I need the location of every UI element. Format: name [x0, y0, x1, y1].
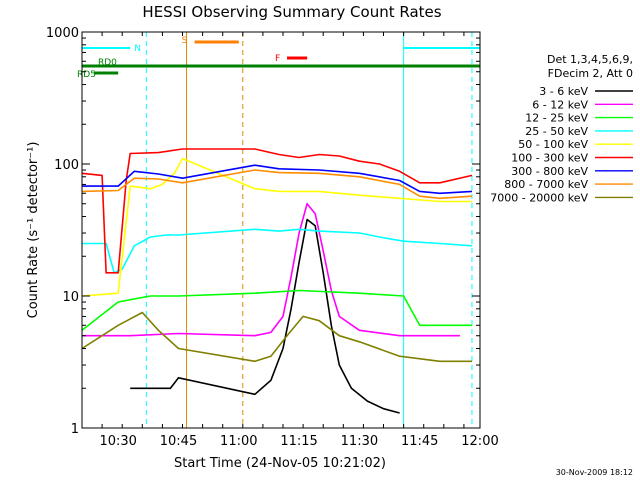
series-line-4: [81, 157, 472, 297]
legend-label-7: 800 - 7000 keV: [504, 178, 588, 191]
legend-label-2: 12 - 25 keV: [525, 112, 588, 125]
x-tick-label-4: 11:30: [341, 434, 378, 449]
flag-rd5-label: RD5: [77, 70, 96, 80]
chart-title: HESSI Observing Summary Count Rates: [142, 3, 441, 21]
x-tick-label-5: 11:45: [401, 434, 438, 449]
legend-label-3: 25 - 50 keV: [525, 125, 588, 138]
series-line-3: [82, 228, 473, 274]
legend-header-0: Det 1,3,4,5,6,9,: [547, 53, 633, 66]
series-line-8: [81, 311, 472, 363]
y-tick-label-1: 10: [62, 290, 79, 305]
plot-frame: [81, 31, 481, 429]
series-line-0: [130, 218, 400, 414]
x-tick-label-6: 12:00: [461, 434, 498, 449]
series-line-2: [81, 289, 472, 331]
flag-rd0-label: RD0: [98, 58, 117, 68]
series-line-6: [82, 164, 473, 195]
legend-label-0: 3 - 6 keV: [539, 85, 588, 98]
footer-date: 30-Nov-2009 18:12: [556, 468, 633, 477]
x-axis-label: Start Time (24-Nov-05 10:21:02): [174, 456, 386, 471]
axes: 1 10 100 1000 10:30 10:45 11:00 11:15 11:30 11:45…: [46, 26, 499, 449]
legend-label-5: 100 - 300 keV: [511, 152, 588, 165]
flag-n-label: N: [134, 44, 141, 54]
legend-header-1: FDecim 2, Att 0: [548, 67, 633, 80]
legend-label-4: 50 - 100 keV: [518, 138, 588, 151]
legend-label-1: 6 - 12 keV: [532, 98, 588, 111]
flag-f-label: F: [275, 54, 280, 64]
x-tick-label-1: 10:45: [160, 434, 197, 449]
y-axis-label: Count Rate (s⁻¹ detector⁻¹): [26, 142, 41, 319]
y-tick-label-2: 100: [54, 158, 79, 173]
legend-label-6: 300 - 800 keV: [511, 165, 588, 178]
y-tick-label-0: 1: [71, 422, 79, 437]
legend-label-8: 7000 - 20000 keV: [490, 191, 588, 204]
legend: Det 1,3,4,5,6,9,FDecim 2, Att 0 3 - 6 keV…: [490, 53, 633, 204]
x-tick-label-3: 11:15: [280, 434, 317, 449]
flag-s-label: S: [182, 36, 188, 46]
y-tick-label-3: 1000: [46, 26, 79, 41]
x-tick-label-0: 10:30: [99, 434, 136, 449]
series-line-5: [81, 148, 473, 274]
x-tick-label-2: 11:00: [220, 434, 257, 449]
series-line-7: [81, 169, 473, 200]
